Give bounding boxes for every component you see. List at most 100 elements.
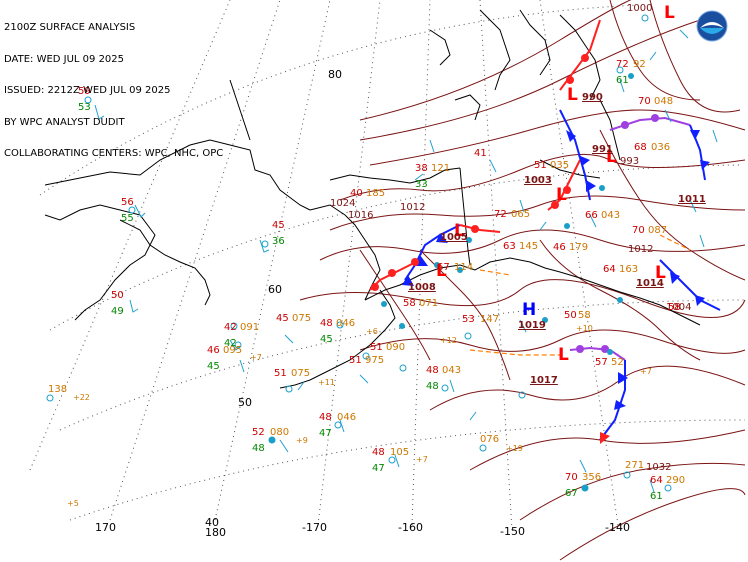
station-dewpoint: 49	[111, 306, 124, 317]
station-pressure: 271	[625, 460, 644, 471]
lon-label-180: 180	[205, 526, 226, 539]
low-center-icon: L	[436, 261, 447, 281]
high-center-icon: H	[522, 300, 536, 320]
station-pressure: 046	[337, 412, 356, 423]
station-dewpoint: 48	[252, 443, 265, 454]
station-pressure: 290	[666, 475, 685, 486]
station-pressure: 043	[442, 365, 461, 376]
lon-label-m170: -170	[302, 521, 327, 534]
station-temp: 48	[426, 365, 439, 376]
station-temp: 68	[634, 142, 647, 153]
tendency: +9	[296, 436, 308, 445]
station-dewpoint: 42	[224, 338, 237, 349]
header-line-date: DATE: WED JUL 09 2025	[4, 53, 125, 65]
station-pressure: 087	[648, 225, 667, 236]
station-temp: 38	[415, 163, 428, 174]
station-pressure: 075	[292, 313, 311, 324]
station-temp: 66	[585, 210, 598, 221]
station-temp: 51	[370, 342, 383, 353]
station-temp: 51	[349, 355, 362, 366]
noaa-logo-icon	[696, 10, 728, 42]
station-dewpoint: 48	[426, 381, 439, 392]
station-dewpoint: 53	[78, 102, 91, 113]
station-pressure: 048	[654, 96, 673, 107]
station-pressure: 105	[390, 447, 409, 458]
station-temp: 59	[78, 86, 91, 97]
station-pressure: 356	[582, 472, 601, 483]
station-temp: 53	[462, 314, 475, 325]
station-pressure: 114	[454, 262, 473, 273]
header-line-issued: ISSUED: 2212Z WED JUL 09 2025	[4, 85, 171, 96]
lat-label-50: 50	[238, 396, 252, 409]
isobar-label: 1024	[330, 198, 355, 209]
station-temp: 70	[565, 472, 578, 483]
station-temp: 48	[372, 447, 385, 458]
station-pressure: 975	[365, 355, 384, 366]
tendency: +5	[67, 499, 79, 508]
wind-barbs	[94, 29, 718, 493]
station-pressure: 185	[366, 188, 385, 199]
station-pressure: 036	[651, 142, 670, 153]
station-temp: 70	[638, 96, 651, 107]
station-temp: 72	[494, 209, 507, 220]
low-center-icon: L	[454, 221, 465, 241]
graticule-labels: 170 180 -170 -160 -150 -140 80 60 50 40	[95, 68, 630, 539]
graticule	[29, 0, 746, 531]
tendency: +19	[506, 444, 523, 453]
station-dewpoint: 45	[207, 361, 220, 372]
station-temp: 42	[224, 322, 237, 333]
lat-label-60: 60	[268, 283, 282, 296]
isobar-label: 1000	[627, 3, 652, 14]
station-temp: 46	[553, 242, 566, 253]
station-pressure: 046	[336, 318, 355, 329]
station-temp: 48	[320, 318, 333, 329]
station-pressure: 147	[480, 314, 499, 325]
troughs	[469, 234, 691, 356]
station-markers	[46, 14, 672, 492]
station-plots: 59 53 56 55 50 49 45 36 42 091 42 46 095…	[48, 59, 685, 502]
station-temp: 48	[319, 412, 332, 423]
lon-label-170: 170	[95, 521, 116, 534]
low-center-icon: L	[664, 3, 675, 23]
low-center-pressure: 1008	[408, 282, 436, 293]
station-pressure: 58	[578, 310, 591, 321]
station-temp: 41	[474, 148, 487, 159]
station-pressure: 145	[519, 241, 538, 252]
station-dewpoint: 61	[650, 491, 663, 502]
low-center-pressure: 1005	[440, 232, 468, 243]
station-temp: 50	[564, 310, 577, 321]
station-pressure: 071	[419, 298, 438, 309]
pressure-centers: L 990 L 991 L 1003 L 1005 L 1008 L 1014 …	[408, 3, 706, 386]
low-center-pressure: 991	[592, 144, 613, 155]
tendency: +22	[73, 393, 90, 402]
lat-label-40: 40	[205, 516, 219, 529]
station-temp: 51	[274, 368, 287, 379]
tendency: +12	[440, 336, 457, 345]
isobar-label: 1016	[348, 210, 373, 221]
tendency: +10	[576, 324, 593, 333]
tendency: +7	[416, 455, 428, 464]
station-pressure: 138	[48, 384, 67, 395]
station-pressure: 080	[270, 427, 289, 438]
low-center-pressure: 1017	[530, 375, 558, 386]
header-line-analyst: BY WPC ANALYST DUDIT	[4, 116, 125, 128]
header-line-centers: COLLABORATING CENTERS: WPC, NHC, OPC	[4, 148, 224, 159]
tendency: +6	[366, 327, 378, 336]
isobar-label: 1032	[646, 462, 671, 473]
station-temp: 67	[437, 262, 450, 273]
station-temp: 52	[252, 427, 265, 438]
low-center-pressure: 1011	[678, 194, 706, 205]
station-dewpoint: 47	[372, 463, 385, 474]
station-pressure: 121	[431, 163, 450, 174]
lat-label-80: 80	[328, 68, 342, 81]
tendency: +7	[250, 353, 262, 362]
station-temp: 64	[603, 264, 616, 275]
station-pressure: 090	[386, 342, 405, 353]
pressure-tendencies: +22 +5 +7 +6 +11 +9 +7 +19 +12 +10 +7	[67, 324, 652, 508]
station-temp: 70	[632, 225, 645, 236]
station-dewpoint: 67	[565, 488, 578, 499]
station-pressure: 035	[550, 160, 569, 171]
station-temp: 64	[650, 475, 663, 486]
station-temp: 45	[272, 220, 285, 231]
station-temp: 63	[503, 241, 516, 252]
